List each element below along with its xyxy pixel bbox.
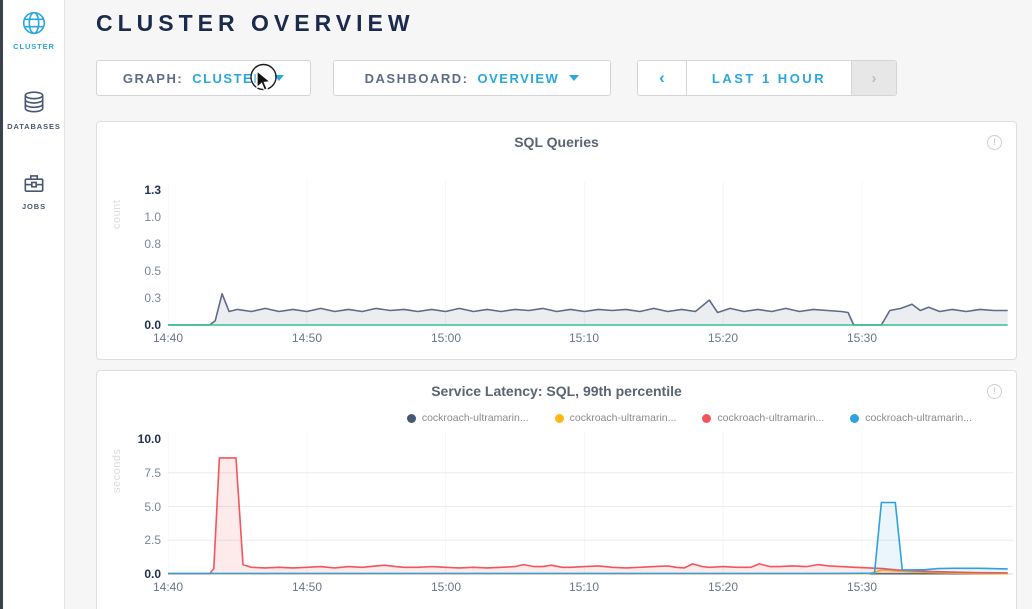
info-icon[interactable]: [987, 135, 1002, 150]
sidebar-item-jobs[interactable]: JOBS: [3, 170, 65, 211]
x-tick-label: 15:00: [430, 580, 462, 594]
x-tick-label: 15:30: [846, 331, 878, 345]
y-tick-label: 1.3: [144, 183, 161, 197]
legend-label: cockroach-ultramarin...: [569, 412, 677, 424]
y-tick-label: 0.3: [144, 291, 161, 305]
sidebar-item-label: CLUSTER: [13, 42, 55, 51]
legend-dot-icon: [702, 413, 712, 423]
database-icon: [21, 90, 47, 116]
legend-label: cockroach-ultramarin...: [421, 412, 529, 424]
x-tick-label: 14:50: [291, 331, 323, 345]
x-tick-label: 15:20: [707, 331, 739, 345]
dashboard-dropdown-value: OVERVIEW: [477, 70, 560, 86]
graph-dropdown-value: CLUSTER: [192, 70, 265, 86]
chart-legend: cockroach-ultramarin... cockroach-ultrama…: [406, 412, 972, 424]
graph-dropdown-label: GRAPH:: [122, 70, 184, 86]
sidebar-item-label: JOBS: [21, 202, 47, 211]
y-tick-label: 0.0: [144, 318, 161, 332]
x-tick-label: 14:40: [152, 331, 184, 345]
graph-dropdown[interactable]: GRAPH: CLUSTER: [96, 60, 311, 96]
x-tick-label: 14:40: [152, 580, 184, 594]
y-tick-label: 0.8: [144, 237, 161, 251]
legend-item: cockroach-ultramarin...: [406, 412, 529, 424]
legend-item: cockroach-ultramarin...: [554, 412, 677, 424]
chevron-down-icon: [274, 75, 285, 81]
legend-dot-icon: [406, 413, 416, 423]
time-range-label[interactable]: LAST 1 HOUR: [711, 70, 827, 86]
sql-queries-chart-card: SQL Queries count 0.00.30.50.81.01.3 14:…: [96, 121, 1017, 360]
x-tick-label: 15:00: [430, 331, 462, 345]
legend-dot-icon: [554, 413, 564, 423]
time-range-selector: ‹ LAST 1 HOUR ›: [637, 60, 897, 96]
window-edge-strip: [0, 0, 3, 609]
y-tick-label: 0.0: [144, 567, 161, 581]
y-axis-label: seconds: [111, 448, 123, 493]
chart-title: Service Latency: SQL, 99th percentile: [431, 383, 682, 399]
chart-title: SQL Queries: [514, 134, 599, 150]
y-tick-label: 10.0: [137, 432, 161, 446]
time-next-button: ›: [851, 61, 896, 95]
x-tick-label: 15:20: [707, 580, 739, 594]
x-tick-label: 15:10: [568, 580, 600, 594]
legend-label: cockroach-ultramarin...: [717, 412, 825, 424]
time-prev-button[interactable]: ‹: [638, 61, 687, 95]
sidebar: CLUSTER DATABASES JOBS: [3, 0, 65, 609]
service-latency-chart-card: Service Latency: SQL, 99th percentile co…: [96, 370, 1017, 609]
legend-dot-icon: [850, 413, 860, 423]
y-tick-label: 5.0: [144, 500, 161, 514]
globe-icon: [21, 10, 47, 36]
y-tick-label: 1.0: [144, 210, 161, 224]
legend-item: cockroach-ultramarin...: [850, 412, 972, 424]
legend-label: cockroach-ultramarin...: [865, 412, 972, 424]
x-tick-label: 14:50: [291, 580, 323, 594]
y-tick-label: 2.5: [144, 533, 161, 547]
y-tick-label: 0.5: [144, 264, 161, 278]
page-title: CLUSTER OVERVIEW: [96, 10, 415, 36]
chevron-down-icon: [569, 75, 580, 81]
dashboard-dropdown-label: DASHBOARD:: [364, 70, 469, 86]
x-tick-label: 15:10: [568, 331, 600, 345]
info-icon[interactable]: [987, 384, 1002, 399]
sql-queries-plot: [168, 182, 1008, 326]
y-tick-label: 7.5: [144, 466, 161, 480]
briefcase-icon: [21, 170, 47, 196]
service-latency-plot: [168, 431, 1013, 575]
dashboard-dropdown[interactable]: DASHBOARD: OVERVIEW: [333, 60, 611, 96]
legend-item: cockroach-ultramarin...: [702, 412, 824, 424]
sidebar-item-cluster[interactable]: CLUSTER: [3, 10, 65, 51]
x-tick-label: 15:30: [846, 580, 878, 594]
sidebar-item-label: DATABASES: [7, 122, 61, 131]
sidebar-item-databases[interactable]: DATABASES: [3, 90, 65, 131]
